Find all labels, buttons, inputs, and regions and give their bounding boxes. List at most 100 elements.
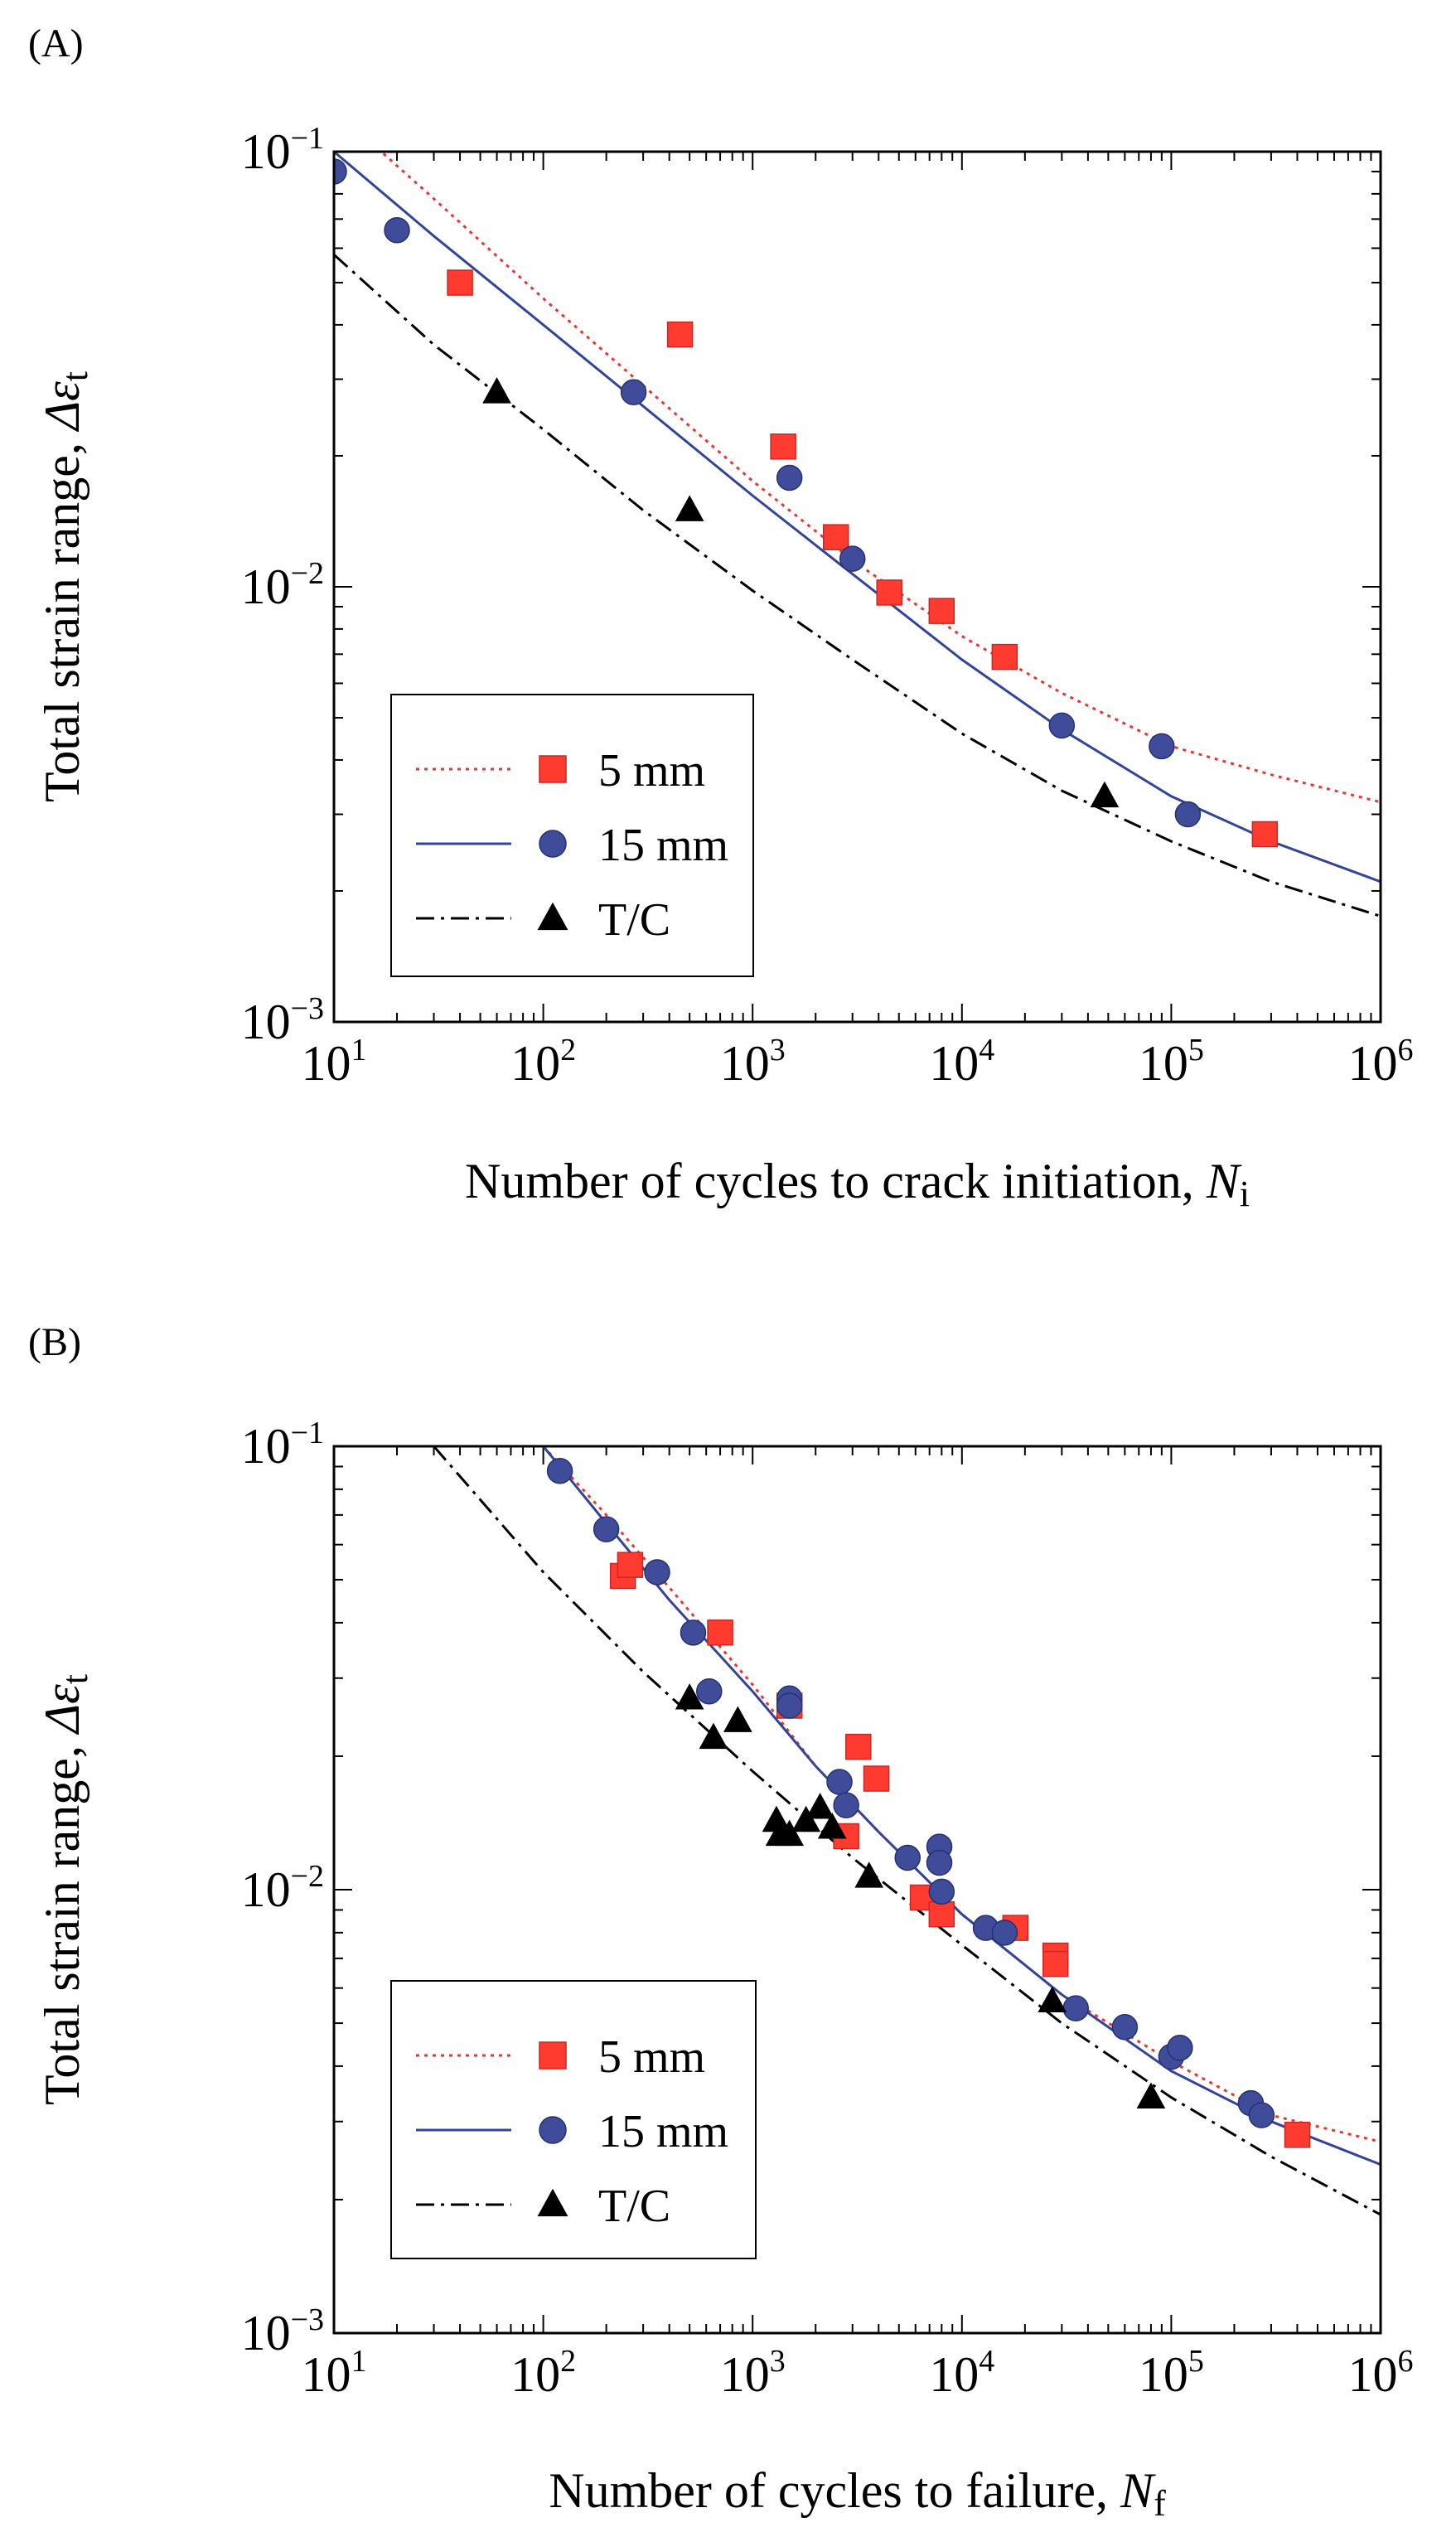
tick-exponent: 5 (1188, 2344, 1204, 2379)
data-point-triangle (805, 1793, 834, 1819)
plot-frame (332, 150, 1382, 1024)
data-point-triangle (675, 495, 704, 521)
legend-label: 15 mm (598, 820, 728, 871)
tick-base: 10 (1348, 1036, 1398, 1091)
data-point-square (991, 643, 1018, 671)
data-point-circle (334, 158, 347, 185)
data-point-square (1284, 2122, 1311, 2148)
data-point-square (863, 1765, 890, 1792)
data-point-circle (593, 1516, 620, 1542)
x-tick-label: 104 (929, 2344, 994, 2402)
data-point-circle (680, 1619, 707, 1646)
axis-ticks (333, 152, 1381, 1023)
axis-title-text: Number of cycles to crack initiation, (465, 1154, 1207, 1208)
axis-title-symbol: Δε (35, 381, 89, 432)
tick-exponent: 4 (979, 1033, 994, 1068)
y-tick-label: 10−3 (241, 2302, 324, 2360)
legend-marker-square (539, 2041, 567, 2070)
data-point-triangle (699, 1722, 728, 1750)
data-point-circle (1111, 2013, 1139, 2041)
axis-title-subscript: t (55, 1674, 95, 1684)
tick-exponent: −2 (291, 556, 324, 591)
x-axis-title: Number of cycles to failure, Nf (549, 2463, 1166, 2524)
data-point-square (876, 579, 902, 606)
tick-exponent: 1 (351, 2344, 367, 2379)
tick-base: 10 (241, 2306, 291, 2360)
legend: 5 mm 15 mm T/C (390, 1980, 757, 2259)
x-tick-label: 106 (1348, 2344, 1414, 2402)
data-point-circle (1062, 1995, 1089, 2021)
x-tick-label: 103 (720, 1033, 786, 1091)
data-point-triangle (482, 377, 511, 404)
tick-exponent: 5 (1188, 1033, 1204, 1068)
tick-base: 10 (241, 124, 291, 179)
plot-area (334, 152, 1381, 917)
tick-exponent: 3 (770, 1033, 786, 1068)
data-point-triangle (791, 1805, 821, 1832)
fit-line-square (379, 152, 1381, 804)
data-point-square (770, 433, 796, 460)
tick-base: 10 (510, 1036, 560, 1091)
data-point-circle (1048, 712, 1076, 739)
legend-marker-triangle (537, 2188, 568, 2217)
data-point-circle (928, 1878, 955, 1905)
data-point-circle (839, 545, 866, 572)
tick-exponent: 2 (560, 1033, 576, 1068)
legend-box (390, 1980, 757, 2259)
axis-title-text: Total strain range, (35, 1733, 89, 2105)
data-point-square (1042, 1950, 1069, 1978)
data-point-circle (696, 1678, 723, 1705)
data-point-triangle (1038, 1986, 1067, 2013)
data-point-square (666, 321, 694, 348)
tick-base: 10 (929, 2347, 979, 2402)
axis-title-subscript: t (55, 371, 95, 381)
data-point-square (617, 1552, 644, 1578)
tick-exponent: 3 (770, 2344, 786, 2379)
data-point-circle (926, 1849, 953, 1876)
tick-exponent: 6 (1398, 1033, 1414, 1068)
y-tick-label: 10−3 (241, 991, 324, 1049)
axis-title-symbol: Δε (35, 1684, 89, 1735)
tick-base: 10 (720, 1036, 770, 1091)
axis-title-text: Number of cycles to failure, (549, 2463, 1120, 2518)
panel-a: (A)101 102 103 104 105 10610−310−210−1Number … (28, 22, 1414, 1214)
tick-base: 10 (302, 1036, 351, 1091)
y-axis-title: Total strain range, Δεt (35, 371, 95, 802)
axis-title-symbol: N (1120, 2463, 1156, 2518)
data-point-circle (384, 216, 410, 244)
legend-label: 15 mm (598, 2106, 728, 2157)
tick-base: 10 (720, 2347, 770, 2402)
plot-area (433, 1446, 1381, 2216)
tick-base: 10 (510, 2347, 560, 2402)
plot-frame (332, 1445, 1382, 2335)
legend-box (390, 694, 754, 977)
tick-base: 10 (241, 1862, 291, 1917)
x-tick-label: 106 (1348, 1033, 1414, 1091)
data-point-circle (776, 1692, 803, 1719)
data-point-circle (894, 1844, 921, 1871)
tick-base: 10 (1139, 1036, 1188, 1091)
tick-exponent: 1 (351, 1033, 367, 1068)
tick-base: 10 (1348, 2347, 1398, 2402)
data-point-triangle (775, 1819, 805, 1847)
tick-exponent: −1 (291, 121, 324, 156)
axis-ticks (333, 1446, 1381, 2334)
y-tick-label: 10−2 (241, 556, 324, 614)
legend-marker-triangle (537, 902, 568, 931)
tick-exponent: −3 (291, 991, 324, 1026)
legend-marker-square (539, 755, 567, 783)
x-axis-title: Number of cycles to crack initiation, Ni (465, 1154, 1250, 1214)
tick-base: 10 (241, 1419, 291, 1474)
fit-line-square (542, 1446, 1381, 2143)
legend-marker-circle (539, 830, 567, 858)
data-point-triangle (817, 1813, 847, 1839)
fit-line-circle (334, 152, 1381, 884)
data-point-square (845, 1733, 872, 1760)
tick-base: 10 (302, 2347, 351, 2402)
data-point-circle (1149, 733, 1175, 760)
x-tick-label: 101 (302, 2344, 367, 2402)
data-point-circle (620, 379, 647, 405)
legend-label: T/C (598, 894, 670, 946)
y-tick-label: 10−2 (241, 1859, 324, 1917)
